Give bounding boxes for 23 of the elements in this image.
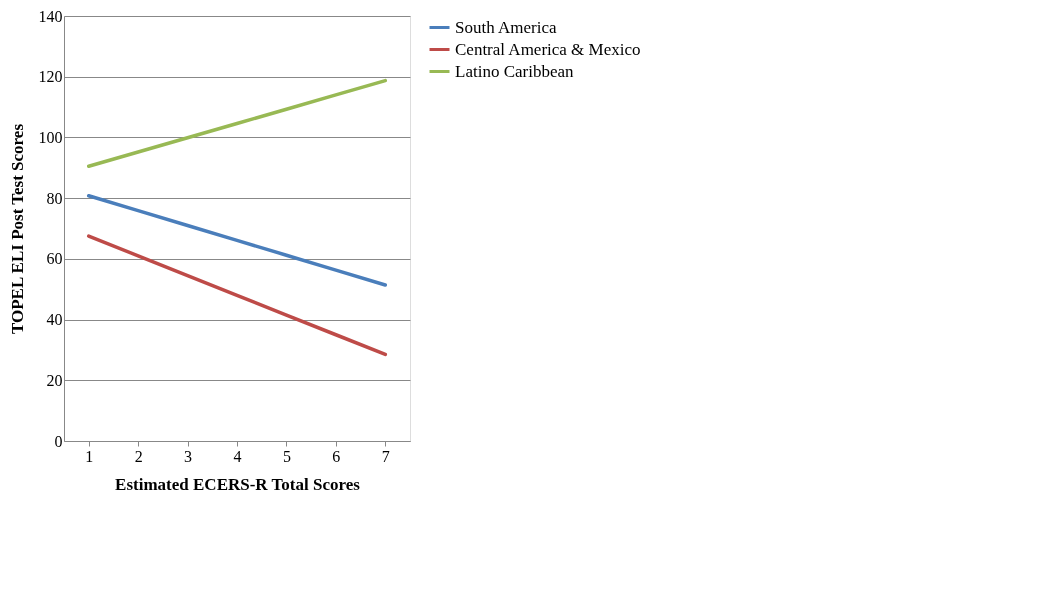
x-tick-label: 7 [381,447,390,465]
legend-label: South America [455,17,557,37]
x-tick-label: 2 [134,447,143,465]
line-series [86,78,388,169]
x-tick-label: 4 [233,447,242,465]
x-tick-label: 5 [282,447,291,465]
x-tick-label: 6 [332,447,341,465]
x-axis-title: Estimated ECERS-R Total Scores [115,474,361,494]
x-tick-label: 3 [184,447,193,465]
line-series [86,193,388,287]
y-tick-label: 40 [46,311,63,329]
legend-label: Latino Caribbean [455,61,574,81]
y-tick-label: 100 [38,128,63,146]
x-tick-label: 1 [85,447,94,465]
y-axis-title: TOPEL ELI Post Test Scores [7,123,27,335]
y-tick-label: 60 [46,250,63,268]
legend-label: Central America & Mexico [455,39,641,59]
line-series [86,234,388,357]
y-tick-label: 0 [54,432,63,450]
y-tick-label: 20 [46,371,63,389]
y-tick-label: 140 [38,7,63,25]
y-tick-label: 120 [38,68,63,86]
y-tick-label: 80 [46,189,63,207]
